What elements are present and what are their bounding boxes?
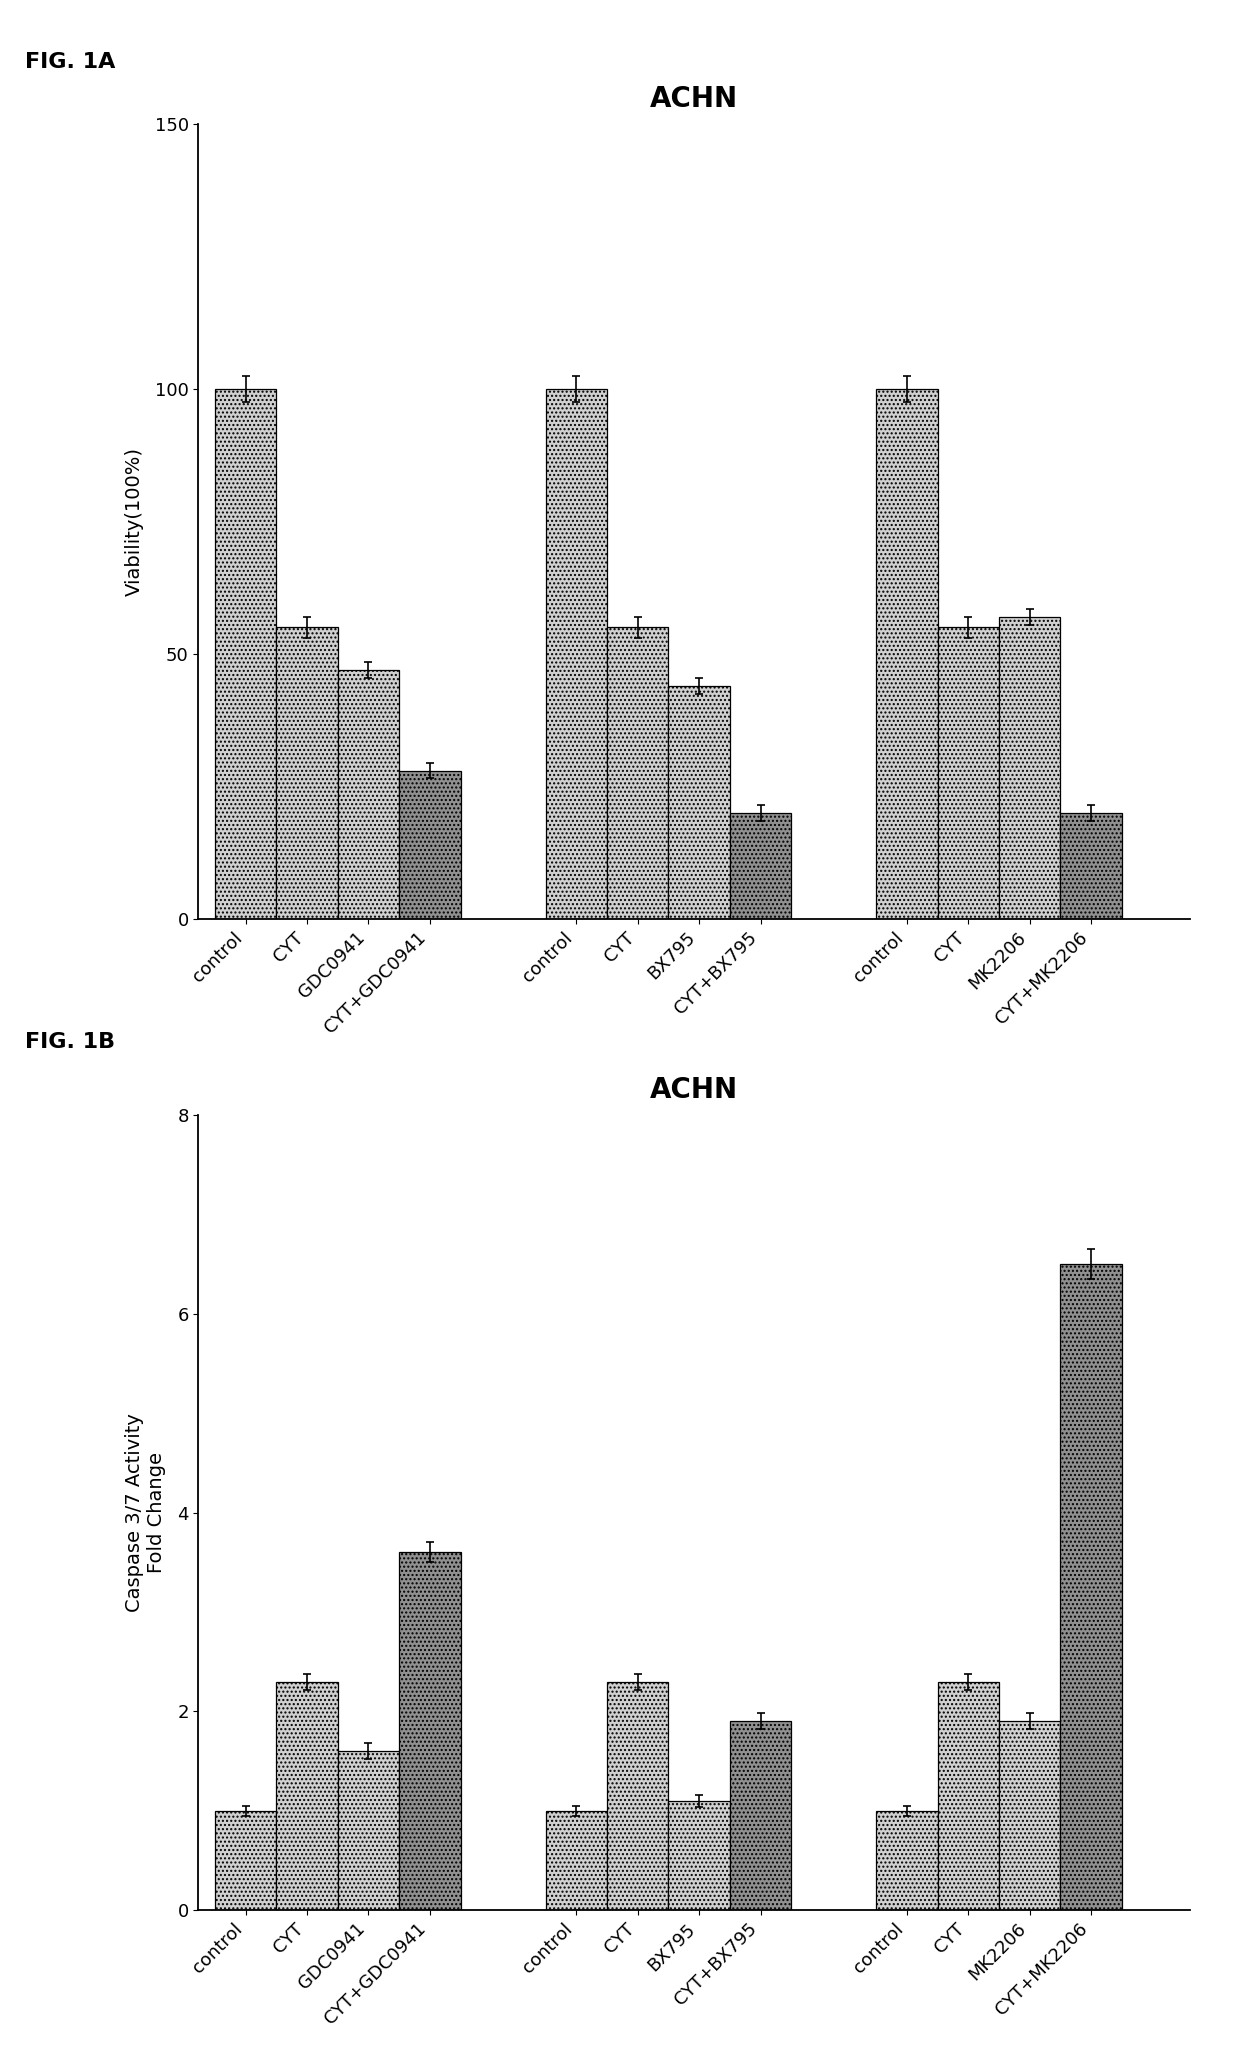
Bar (877, 388, 937, 919)
Bar (937, 1681, 999, 1910)
Bar (730, 1722, 791, 1910)
Bar (277, 1681, 337, 1910)
Y-axis label: Viability(100%): Viability(100%) (124, 446, 144, 597)
Bar (1060, 1264, 1122, 1910)
Bar (608, 628, 668, 919)
Bar (399, 770, 460, 919)
Bar (399, 1553, 460, 1910)
Bar (546, 388, 608, 919)
Title: ACHN: ACHN (650, 85, 739, 114)
Bar (608, 1681, 668, 1910)
Bar (730, 814, 791, 919)
Bar (877, 1811, 937, 1910)
Bar (999, 617, 1060, 919)
Text: FIG. 1B: FIG. 1B (25, 1032, 115, 1053)
Title: ACHN: ACHN (650, 1076, 739, 1105)
Y-axis label: Caspase 3/7 Activity
Fold Change: Caspase 3/7 Activity Fold Change (125, 1412, 166, 1613)
Bar (668, 1801, 730, 1910)
Bar (999, 1722, 1060, 1910)
Bar (337, 669, 399, 919)
Bar (337, 1751, 399, 1910)
Bar (546, 1811, 608, 1910)
Bar (668, 686, 730, 919)
Bar (215, 388, 277, 919)
Bar (215, 1811, 277, 1910)
Bar (1060, 814, 1122, 919)
Bar (937, 628, 999, 919)
Text: FIG. 1A: FIG. 1A (25, 52, 115, 72)
Bar (277, 628, 337, 919)
